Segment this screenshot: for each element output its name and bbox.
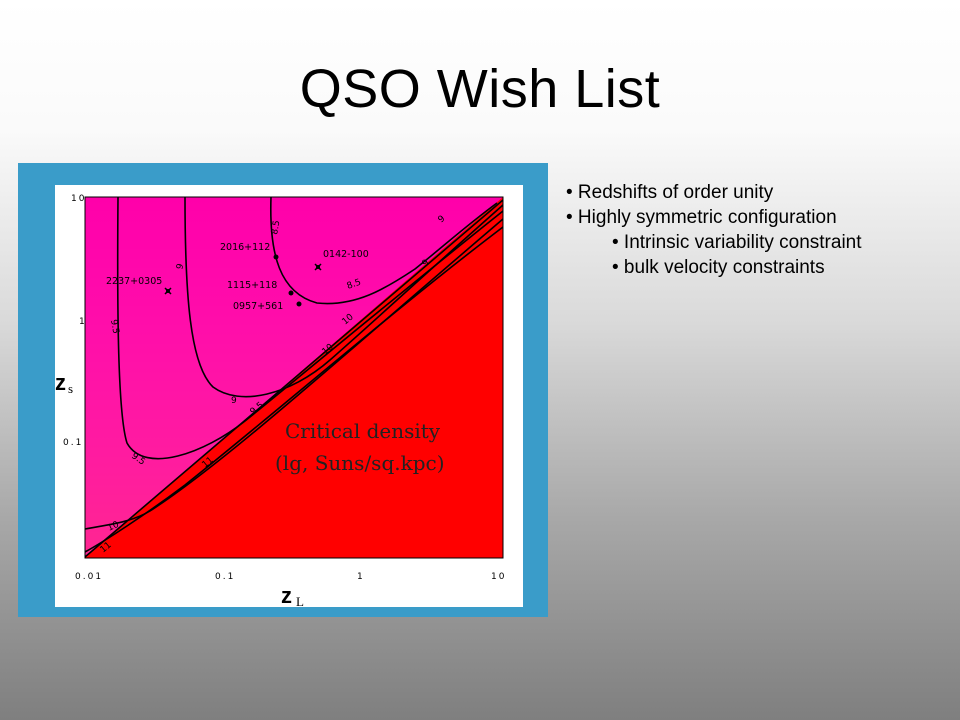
slide-title: QSO Wish List	[299, 59, 661, 119]
y-tick-label: 10	[71, 194, 86, 204]
x-tick-label: 10	[491, 572, 506, 582]
contour-9-5	[116, 196, 504, 460]
y-tick-label: 1	[79, 317, 87, 327]
qso-marker	[273, 254, 279, 260]
bullet-subitem: • bulk velocity constraints	[612, 257, 825, 278]
annotation-title: Critical density	[285, 419, 441, 443]
plot-border	[84, 196, 504, 559]
x-tick-label: 1	[357, 572, 365, 582]
qso-label-0957: 0957+561	[233, 301, 283, 312]
bullet-subitem: • Intrinsic variability constraint	[612, 232, 862, 253]
critical-density-plot: 8.5 8.5 9 9 9 9 9.5 9.5 9.5 10 10 10 11 …	[55, 194, 506, 607]
qso-marker	[164, 287, 172, 295]
contour-label: 8.5	[270, 220, 282, 236]
bullet-list: • Redshifts of order unity • Highly symm…	[566, 180, 862, 280]
qso-label-2237: 2237+0305	[106, 276, 162, 287]
contour-11	[84, 226, 504, 553]
qso-label-0142: 0142-100	[323, 249, 369, 260]
contour-label: 9	[421, 258, 432, 270]
contour-label: 10	[106, 520, 121, 534]
qso-markers	[164, 254, 322, 307]
y-axis-label: z	[55, 370, 66, 395]
x-axis-label: z	[281, 583, 292, 607]
x-axis-subscript: L	[296, 594, 304, 607]
contour-label: 9	[437, 214, 448, 226]
bullet-item: • Redshifts of order unity	[566, 182, 774, 203]
qso-marker	[296, 301, 302, 307]
y-axis-subscript: s	[68, 381, 73, 396]
contour-label: 9	[175, 262, 186, 270]
contour-8-5	[269, 196, 498, 305]
contour-11b	[84, 199, 504, 558]
y-tick-label: 0.1	[63, 438, 83, 448]
x-tick-label: 0.01	[75, 572, 103, 582]
contour-label: 9	[231, 396, 237, 406]
x-tick-label: 0.1	[215, 572, 235, 582]
contour-10	[84, 218, 504, 530]
qso-marker	[288, 290, 294, 296]
bullet-item: • Highly symmetric configuration	[566, 207, 837, 228]
qso-label-2016: 2016+112	[220, 242, 270, 253]
qso-marker	[314, 263, 322, 271]
contour-lines	[84, 196, 504, 558]
contour-label: 8.5	[346, 278, 363, 292]
qso-label-1115: 1115+118	[227, 280, 277, 291]
annotation-units: (lg, Suns/sq.kpc)	[275, 451, 445, 475]
contour-label: 9.5	[108, 319, 120, 335]
contour-9	[184, 196, 504, 398]
